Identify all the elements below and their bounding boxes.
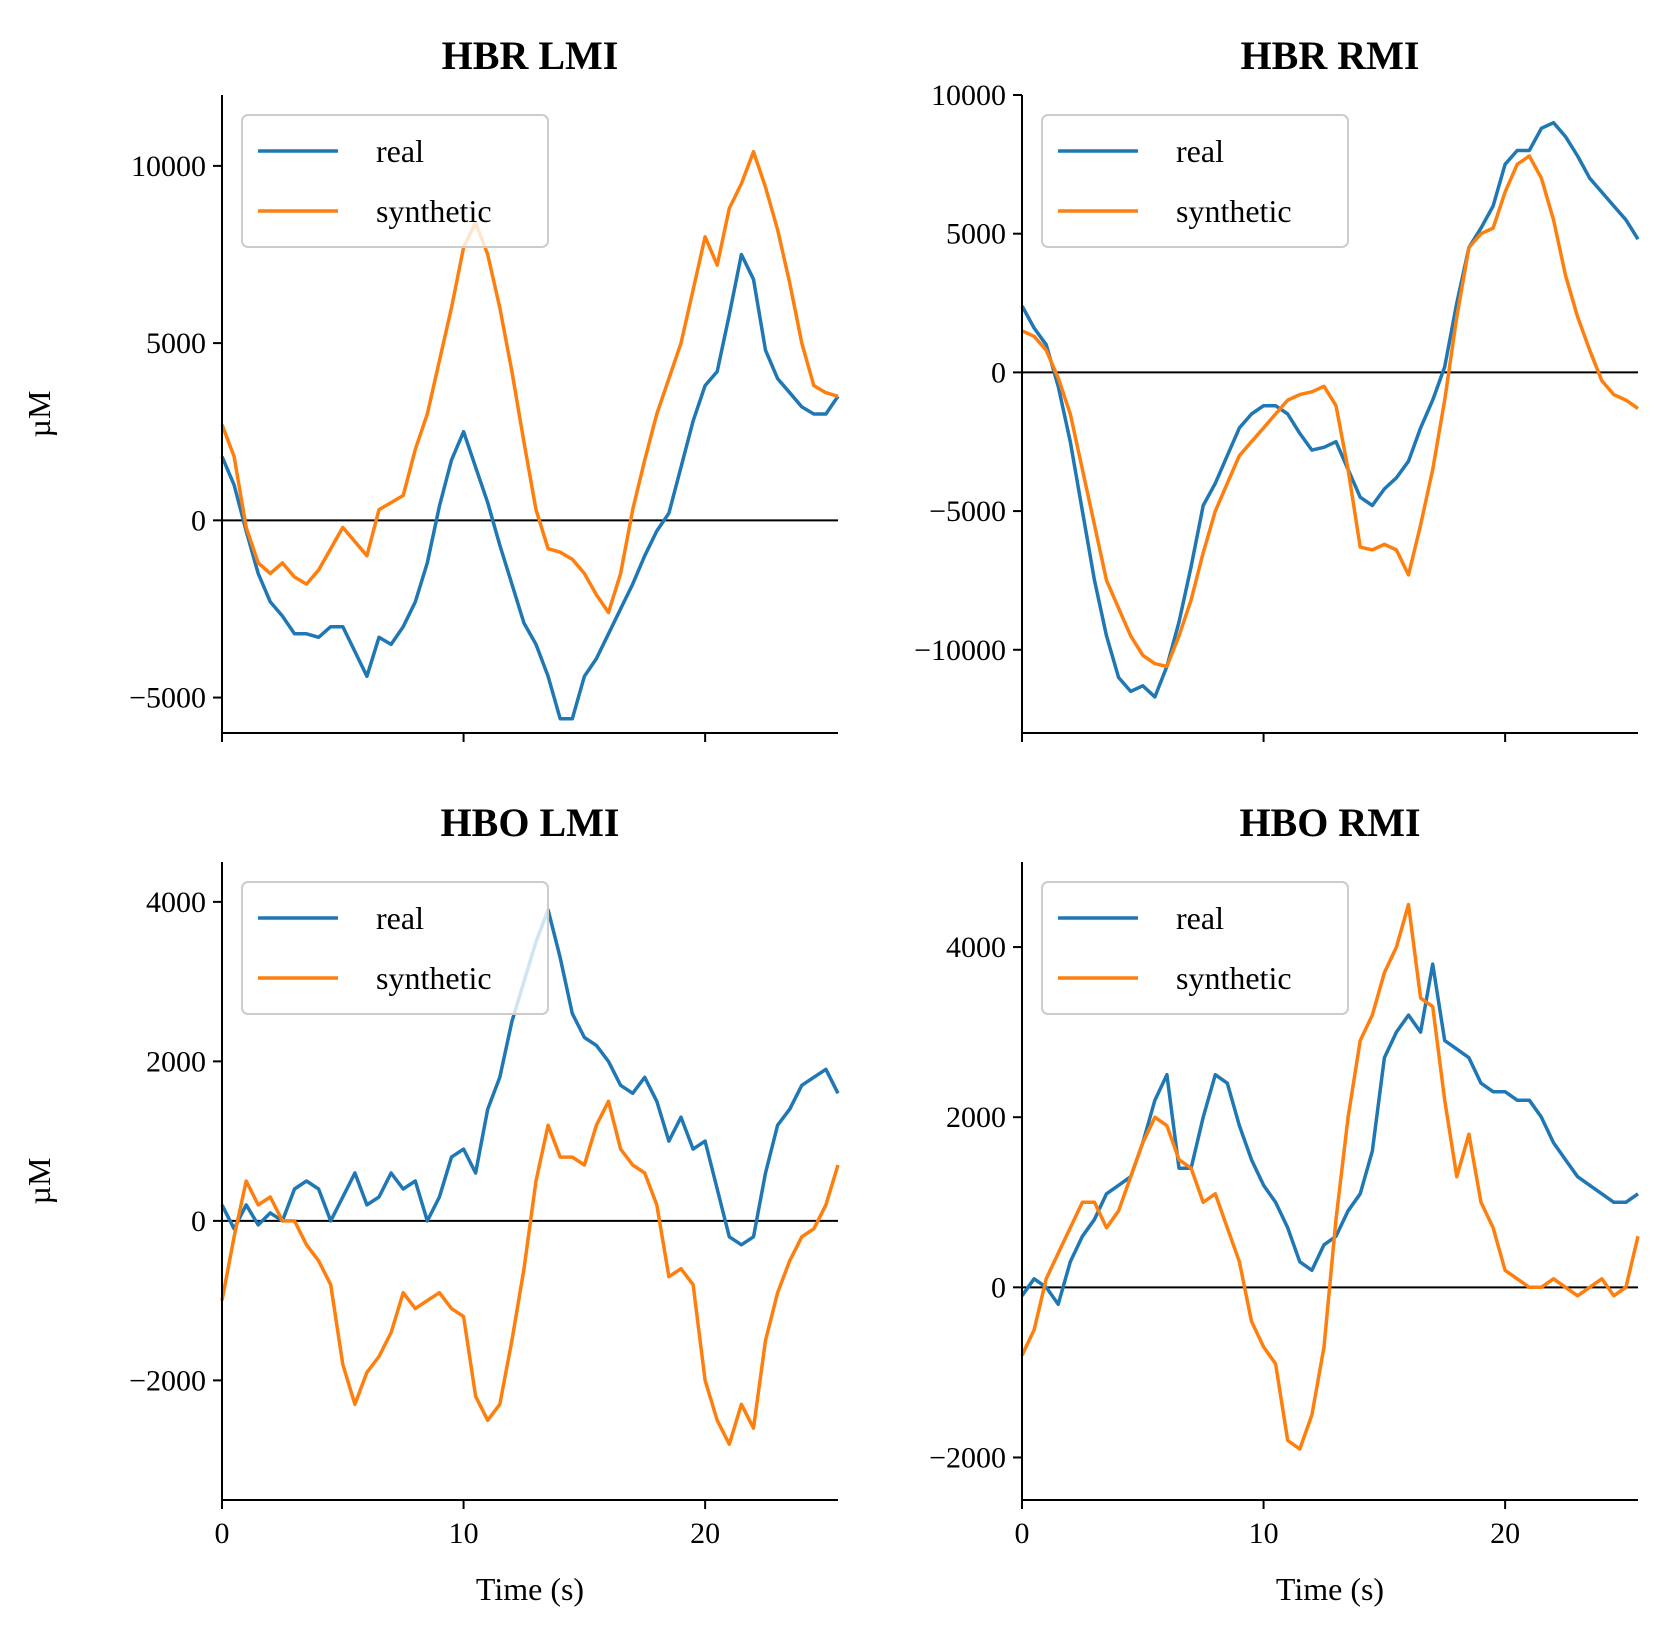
legend-box bbox=[1041, 881, 1349, 1015]
panel-3: HBO RMI −2000 0 2000 4000 0 10 20 Time (s) real sy… bbox=[929, 800, 1640, 1607]
x-tick-label: 0 bbox=[215, 1517, 230, 1550]
panel-2: HBO LMI −2000 0 2000 4000 0 10 20 Time (s) µM real… bbox=[21, 800, 840, 1607]
legend-box bbox=[241, 114, 549, 248]
panel-0: HBR LMI −5000 0 5000 10000 µM real synthetic bbox=[21, 33, 840, 742]
legend-label-synthetic: synthetic bbox=[376, 960, 492, 996]
legend: real synthetic bbox=[1041, 114, 1349, 248]
y-tick-label: 5000 bbox=[946, 218, 1006, 251]
panel-title: HBO RMI bbox=[1239, 800, 1420, 845]
series-line-real bbox=[220, 252, 840, 721]
legend-box bbox=[241, 881, 549, 1015]
y-tick-label: 4000 bbox=[946, 931, 1006, 964]
x-tick-label: 20 bbox=[1490, 1517, 1520, 1550]
x-tick-label: 0 bbox=[1015, 1517, 1030, 1550]
series-line-real bbox=[1020, 962, 1640, 1307]
y-tick-label: 0 bbox=[991, 1271, 1006, 1304]
y-tick-label: 0 bbox=[991, 356, 1006, 389]
legend-box bbox=[1041, 114, 1349, 248]
y-tick-label: 0 bbox=[191, 504, 206, 537]
legend-label-real: real bbox=[376, 900, 424, 936]
series-line-synthetic bbox=[1020, 902, 1640, 1451]
y-axis-label: µM bbox=[21, 1158, 57, 1205]
x-tick-label: 10 bbox=[1249, 1517, 1279, 1550]
series-line-real bbox=[1020, 120, 1640, 699]
y-tick-label: 2000 bbox=[946, 1101, 1006, 1134]
y-tick-label: 0 bbox=[191, 1205, 206, 1238]
legend: real synthetic bbox=[241, 881, 549, 1015]
y-tick-label: −2000 bbox=[929, 1441, 1006, 1474]
x-axis-label: Time (s) bbox=[1276, 1571, 1384, 1607]
x-axis-label: Time (s) bbox=[476, 1571, 584, 1607]
y-axis-label: µM bbox=[21, 391, 57, 438]
panel-title: HBO LMI bbox=[441, 800, 620, 845]
y-tick-label: 10000 bbox=[131, 150, 206, 183]
panel-title: HBR RMI bbox=[1241, 33, 1420, 78]
y-tick-label: 4000 bbox=[146, 886, 206, 919]
y-tick-label: −2000 bbox=[129, 1364, 206, 1397]
y-tick-label: 2000 bbox=[146, 1045, 206, 1078]
panel-1: HBR RMI −10000 −5000 0 5000 10000 real syntheti… bbox=[914, 33, 1640, 742]
x-tick-label: 20 bbox=[690, 1517, 720, 1550]
legend-label-real: real bbox=[376, 133, 424, 169]
y-tick-label: −5000 bbox=[929, 495, 1006, 528]
x-tick-label: 10 bbox=[449, 1517, 479, 1550]
panel-title: HBR LMI bbox=[442, 33, 619, 78]
series-line-synthetic bbox=[220, 1099, 840, 1446]
legend-label-synthetic: synthetic bbox=[376, 193, 492, 229]
series-line-synthetic bbox=[220, 149, 839, 615]
legend: real synthetic bbox=[241, 114, 549, 248]
legend-label-real: real bbox=[1176, 900, 1224, 936]
y-tick-label: −10000 bbox=[914, 634, 1006, 667]
y-tick-label: −5000 bbox=[129, 682, 206, 715]
y-tick-label: 5000 bbox=[146, 327, 206, 360]
legend-label-real: real bbox=[1176, 133, 1224, 169]
legend-label-synthetic: synthetic bbox=[1176, 960, 1292, 996]
series-line-synthetic bbox=[1021, 154, 1639, 669]
legend-label-synthetic: synthetic bbox=[1176, 193, 1292, 229]
y-tick-label: 10000 bbox=[931, 79, 1006, 112]
legend: real synthetic bbox=[1041, 881, 1349, 1015]
